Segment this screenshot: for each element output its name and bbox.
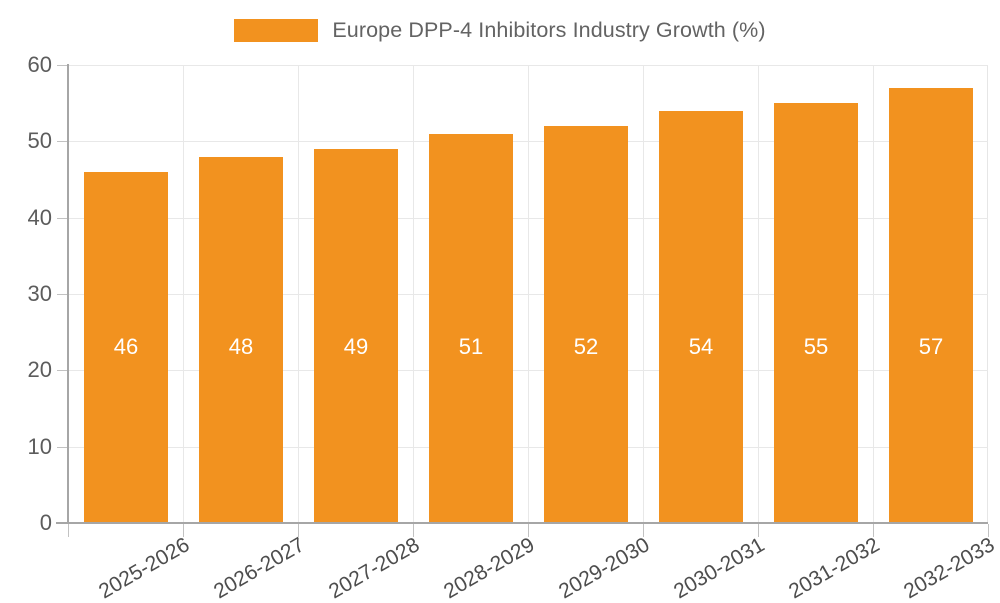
- bar[interactable]: [199, 157, 283, 523]
- bar[interactable]: [544, 126, 628, 523]
- y-axis-tick: [57, 141, 68, 142]
- gridline-vertical: [873, 65, 874, 523]
- x-axis-tick-label: 2032-2033: [899, 533, 999, 603]
- gridline-vertical: [183, 65, 184, 523]
- x-axis-tick: [298, 524, 299, 537]
- bar[interactable]: [84, 172, 168, 523]
- bar-value-label: 57: [918, 334, 944, 359]
- y-axis-tick: [57, 294, 68, 295]
- legend-label: Europe DPP-4 Inhibitors Industry Growth …: [332, 17, 766, 42]
- x-axis-tick-label: 2029-2030: [554, 533, 654, 603]
- chart-legend: Europe DPP-4 Inhibitors Industry Growth …: [0, 13, 1000, 47]
- bar-value-label: 51: [458, 334, 484, 359]
- gridline-vertical: [528, 65, 529, 523]
- x-axis-tick-label: 2028-2029: [439, 533, 539, 603]
- bar-value-label: 52: [573, 334, 599, 359]
- bar[interactable]: [659, 111, 743, 523]
- y-axis-tick: [57, 218, 68, 219]
- y-axis-tick-label: 30: [27, 281, 52, 306]
- bar-value-label: 55: [803, 334, 829, 359]
- x-axis-line: [56, 522, 988, 524]
- x-axis-tick-label: 2025-2026: [94, 533, 194, 603]
- plot-area: 46 48 49 51 52 54 55 57: [68, 65, 988, 523]
- y-axis-tick-labels: 0 10 20 30 40 50 60: [0, 0, 52, 600]
- y-axis-line: [67, 64, 69, 524]
- bar[interactable]: [314, 149, 398, 523]
- gridline-vertical: [758, 65, 759, 523]
- bar-value-label: 46: [113, 334, 139, 359]
- x-axis-tick-label: 2026-2027: [209, 533, 309, 603]
- y-axis-tick-label: 0: [39, 510, 52, 535]
- x-axis-tick: [68, 524, 69, 537]
- y-axis-tick-label: 60: [27, 52, 52, 77]
- bar[interactable]: [774, 103, 858, 523]
- x-axis-tick: [988, 524, 989, 537]
- x-axis-tick: [183, 524, 184, 537]
- y-axis-tick-label: 40: [27, 204, 52, 230]
- legend-item[interactable]: Europe DPP-4 Inhibitors Industry Growth …: [234, 17, 766, 43]
- x-axis-tick: [413, 524, 414, 537]
- x-axis-tick: [873, 524, 874, 537]
- y-axis-tick: [57, 370, 68, 371]
- bar[interactable]: [889, 88, 973, 523]
- y-axis-tick-label: 50: [27, 128, 52, 154]
- y-axis-tick-label: 20: [27, 357, 52, 383]
- bar-value-label: 48: [228, 334, 254, 359]
- gridline-vertical: [298, 65, 299, 523]
- bar[interactable]: [429, 134, 513, 523]
- x-axis-tick: [528, 524, 529, 537]
- bar-value-label: 49: [343, 334, 369, 359]
- y-axis-tick: [57, 447, 68, 448]
- gridline-vertical: [643, 65, 644, 523]
- legend-color-swatch-icon: [234, 18, 319, 42]
- x-axis-tick-label: 2031-2032: [784, 533, 884, 603]
- gridline-vertical: [413, 65, 414, 523]
- y-axis-tick-label: 10: [27, 433, 52, 459]
- x-axis-tick-label: 2027-2028: [324, 533, 424, 603]
- x-axis-tick: [758, 524, 759, 537]
- x-axis-tick-label: 2030-2031: [669, 533, 769, 603]
- x-axis-tick: [643, 524, 644, 537]
- bar-value-label: 54: [688, 334, 714, 359]
- y-axis-tick: [57, 65, 68, 66]
